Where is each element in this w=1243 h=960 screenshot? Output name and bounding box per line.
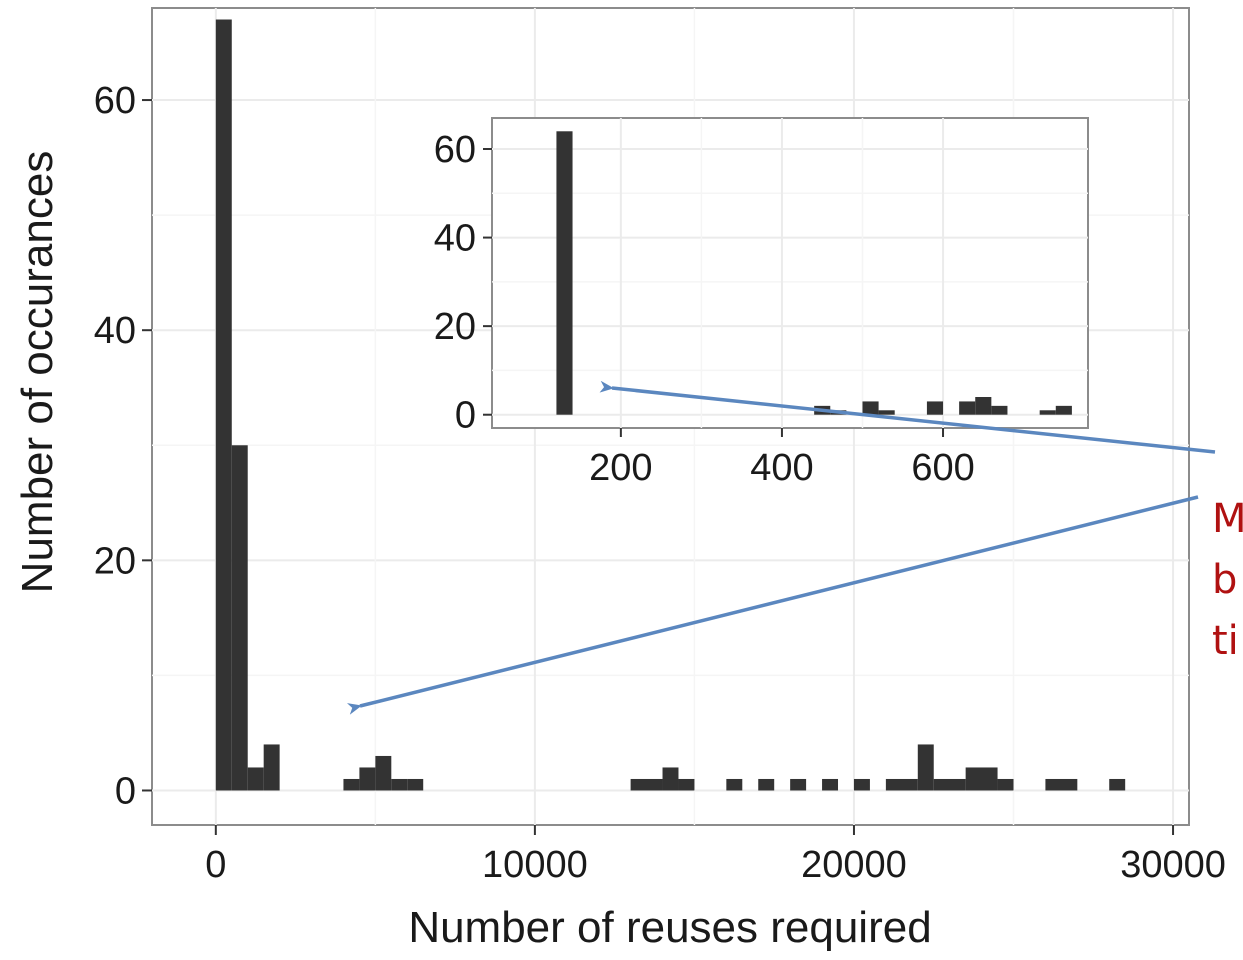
inset-histogram-bar (991, 405, 1008, 415)
inset-x-tick-label: 600 (911, 447, 974, 489)
main-histogram-bar (917, 744, 934, 791)
main-histogram-bar (853, 778, 870, 791)
main-histogram-bar (391, 778, 408, 791)
inset-y-axis: 0 20 40 60 (434, 129, 492, 437)
annotation-line-2: b (1212, 557, 1237, 603)
main-histogram-bar (630, 778, 663, 791)
annotation-arrow-main (346, 495, 1199, 715)
main-x-tick-label: 10000 (482, 844, 588, 886)
main-histogram-bar (1045, 778, 1078, 791)
main-x-axis: 0 10000 20000 30000 (205, 825, 1226, 886)
main-histogram-bar (822, 778, 839, 791)
y-axis-title: Number of occurances (13, 151, 62, 594)
main-histogram-bar (231, 445, 248, 791)
inset-x-tick-label: 400 (750, 447, 813, 489)
annotation-callout: M b ti (346, 380, 1243, 715)
inset-y-tick-label: 60 (434, 129, 476, 171)
main-x-tick-label: 0 (205, 844, 226, 886)
inset-histogram-bar (1039, 410, 1056, 415)
inset-plot-border (491, 117, 1089, 429)
inset-x-tick-label: 200 (589, 447, 652, 489)
main-y-tick-label: 60 (94, 80, 136, 122)
inset-histogram-bar (556, 131, 573, 415)
inset-plot-panel: 0 20 40 60 200 400 600 (434, 117, 1089, 489)
inset-histogram-bar (975, 397, 992, 415)
inset-histogram-bar (926, 401, 944, 415)
main-histogram-bar (343, 778, 360, 791)
main-x-tick-label: 20000 (801, 844, 907, 886)
main-histogram-bar (933, 778, 966, 791)
inset-y-tick-label: 40 (434, 218, 476, 260)
main-histogram-bar (359, 767, 376, 791)
main-histogram-bar (965, 767, 998, 791)
inset-histogram-bar (1055, 405, 1072, 415)
main-histogram-bar (790, 778, 807, 791)
inset-histogram-bar (878, 410, 895, 415)
x-axis-title: Number of reuses required (408, 903, 931, 952)
main-y-tick-label: 20 (94, 540, 136, 582)
main-histogram-bar (247, 767, 264, 791)
inset-y-tick-label: 0 (455, 395, 476, 437)
main-histogram-bar (662, 767, 679, 791)
main-x-tick-label: 30000 (1120, 844, 1226, 886)
main-histogram-bar (726, 778, 743, 791)
main-histogram-bar (407, 778, 424, 791)
annotation-line-1: M (1212, 496, 1243, 542)
main-y-tick-label: 0 (115, 770, 136, 812)
main-histogram-bar (885, 778, 918, 791)
main-histogram-bar (997, 778, 1014, 791)
annotation-line-3: ti (1212, 618, 1239, 664)
inset-gridlines (492, 118, 1088, 428)
inset-histogram-bar (862, 401, 879, 415)
main-histogram-bar (678, 778, 695, 791)
main-y-axis: 0 20 40 60 (94, 80, 152, 812)
main-bars (215, 19, 1126, 791)
main-y-tick-label: 40 (94, 310, 136, 352)
inset-y-tick-label: 20 (434, 306, 476, 348)
main-histogram-bar (263, 744, 280, 791)
inset-x-axis: 200 400 600 (589, 428, 975, 489)
annotation-arrow-inset (599, 380, 1216, 454)
inset-histogram-bar (959, 401, 976, 415)
main-histogram-bar (758, 778, 775, 791)
main-histogram-bar (375, 755, 392, 791)
main-histogram-bar (1109, 778, 1126, 791)
main-histogram-bar (215, 19, 232, 791)
